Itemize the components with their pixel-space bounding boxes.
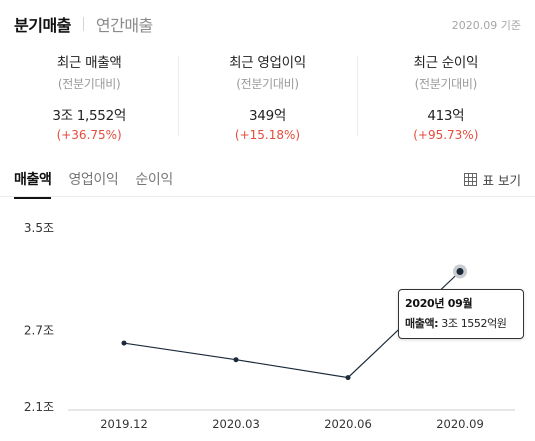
x-tick-label: 2020.03 [212, 417, 260, 431]
x-tick-label: 2020.09 [436, 417, 484, 431]
tab-annual-sales[interactable]: 연간매출 [95, 16, 153, 35]
metric-revenue: 최근 매출액 (전분기대비) 3조 1,552억 (+36.75%) [0, 46, 178, 146]
metric-net-income: 최근 순이익 (전분기대비) 413억 (+95.73%) [356, 46, 535, 146]
y-tick-label: 2.1조 [24, 400, 54, 414]
y-tick-label: 3.5조 [24, 221, 54, 235]
metric-subtitle: (전분기대비) [414, 77, 478, 91]
x-tick-label: 2019.12 [100, 417, 148, 431]
metric-subtitle: (전분기대비) [236, 77, 299, 91]
as-of-date: 2020.09 기준 [451, 19, 521, 32]
period-tabs: 분기매출 연간매출 [14, 12, 153, 36]
tooltip-title: 2020년 09월 [405, 297, 473, 310]
tab-net-income[interactable]: 순이익 [135, 172, 173, 188]
metric-title: 최근 매출액 [56, 55, 122, 71]
metric-operating-profit: 최근 영업이익 (전분기대비) 349억 (+15.18%) [178, 46, 356, 146]
y-tick-label: 2.7조 [24, 323, 54, 337]
metric-change: (+36.75%) [56, 128, 122, 142]
data-point [456, 267, 464, 275]
tab-operating-profit[interactable]: 영업이익 [68, 172, 119, 188]
tab-quarterly-sales[interactable]: 분기매출 [14, 16, 71, 35]
data-point [121, 340, 127, 346]
tooltip-value: 3조 1552억원 [441, 317, 507, 330]
tab-divider [82, 17, 84, 31]
chart-tooltip: 2020년 09월 매출액: 3조 1552억원 [398, 289, 524, 339]
tooltip-label: 매출액: [405, 317, 439, 330]
metric-change: (+15.18%) [234, 128, 301, 142]
metric-title: 최근 순이익 [413, 55, 479, 71]
metric-title: 최근 영업이익 [229, 55, 306, 71]
chart-tabs-divider [0, 196, 535, 197]
metric-value: 3조 1,552억 [52, 108, 126, 124]
chart-tabs: 매출액 영업이익 순이익 [14, 169, 190, 199]
metric-value: 349억 [248, 108, 286, 124]
table-view-label: 표 보기 [482, 173, 521, 188]
table-view-button[interactable]: 표 보기 [463, 170, 521, 189]
metric-change: (+95.73%) [413, 128, 479, 142]
revenue-line-chart: 2.1조 2.7조 3.5조 2019.12 2020.03 2020.06 2020.09 [24, 221, 515, 431]
summary-metrics: 최근 매출액 (전분기대비) 3조 1,552억 (+36.75%) 최근 영업… [0, 46, 535, 146]
tooltip-body: 매출액: 3조 1552억원 [405, 315, 517, 331]
data-point [345, 375, 351, 381]
table-grid-icon [463, 173, 477, 186]
metric-subtitle: (전분기대비) [57, 77, 121, 91]
x-tick-label: 2020.06 [324, 417, 372, 431]
metric-value: 413억 [427, 108, 465, 124]
tab-revenue[interactable]: 매출액 [14, 169, 52, 199]
data-point [233, 357, 239, 363]
